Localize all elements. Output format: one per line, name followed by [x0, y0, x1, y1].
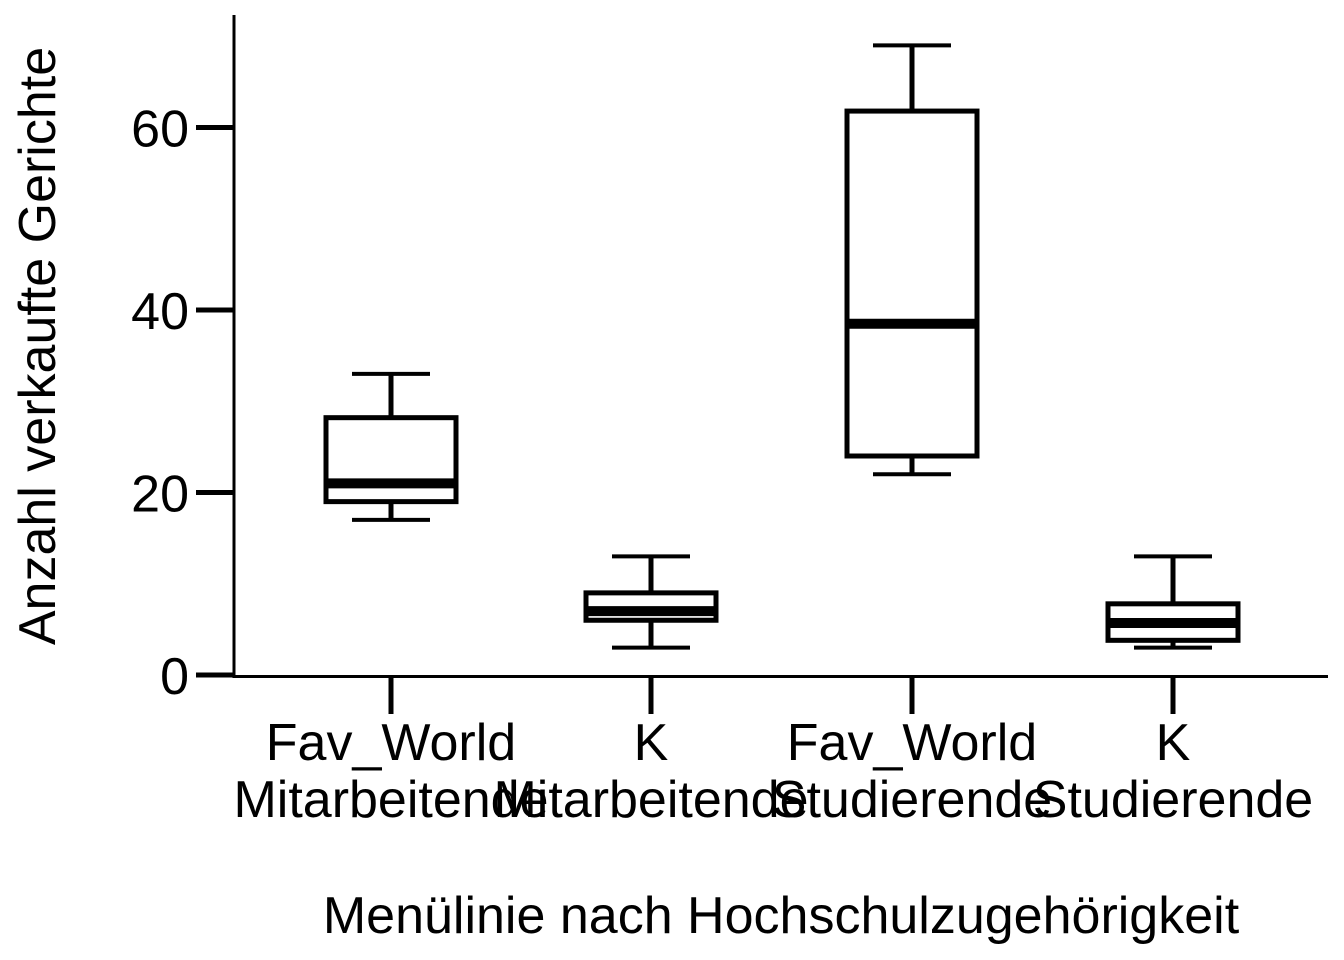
y-tick-label: 60 — [131, 101, 189, 159]
x-category-label-line1: K — [634, 714, 669, 772]
x-category-label-line1: K — [1156, 714, 1191, 772]
x-ticks — [388, 678, 1176, 714]
x-category-label-line2: Studierende — [1033, 771, 1313, 829]
x-category-label-line1: Fav_World — [266, 714, 516, 772]
x-category-label-line2: Mitarbeitende — [493, 771, 808, 829]
x-category-label-line1: Fav_World — [787, 714, 1037, 772]
y-tick-label: 20 — [131, 466, 189, 524]
box-group — [583, 554, 719, 650]
y-axis-title: Anzahl verkaufte Gerichte — [9, 47, 67, 645]
boxes — [323, 43, 1241, 650]
y-tick-label: 40 — [131, 283, 189, 341]
y-ticks: 0 20 40 60 — [131, 101, 234, 706]
axes — [232, 15, 1328, 678]
iqr-box — [323, 415, 459, 505]
x-category-label-line2: Mitarbeitende — [233, 771, 548, 829]
box-group — [844, 43, 980, 477]
x-category-labels: Fav_WorldMitarbeitendeKMitarbeitendeFav_… — [233, 714, 1313, 829]
x-axis-title: Menülinie nach Hochschulzugehörigkeit — [323, 887, 1240, 945]
iqr-box — [844, 108, 980, 459]
y-tick-label: 0 — [160, 648, 189, 706]
x-category-label-line2: Studierende — [772, 771, 1052, 829]
box-group — [323, 371, 459, 522]
box-group — [1105, 554, 1241, 650]
